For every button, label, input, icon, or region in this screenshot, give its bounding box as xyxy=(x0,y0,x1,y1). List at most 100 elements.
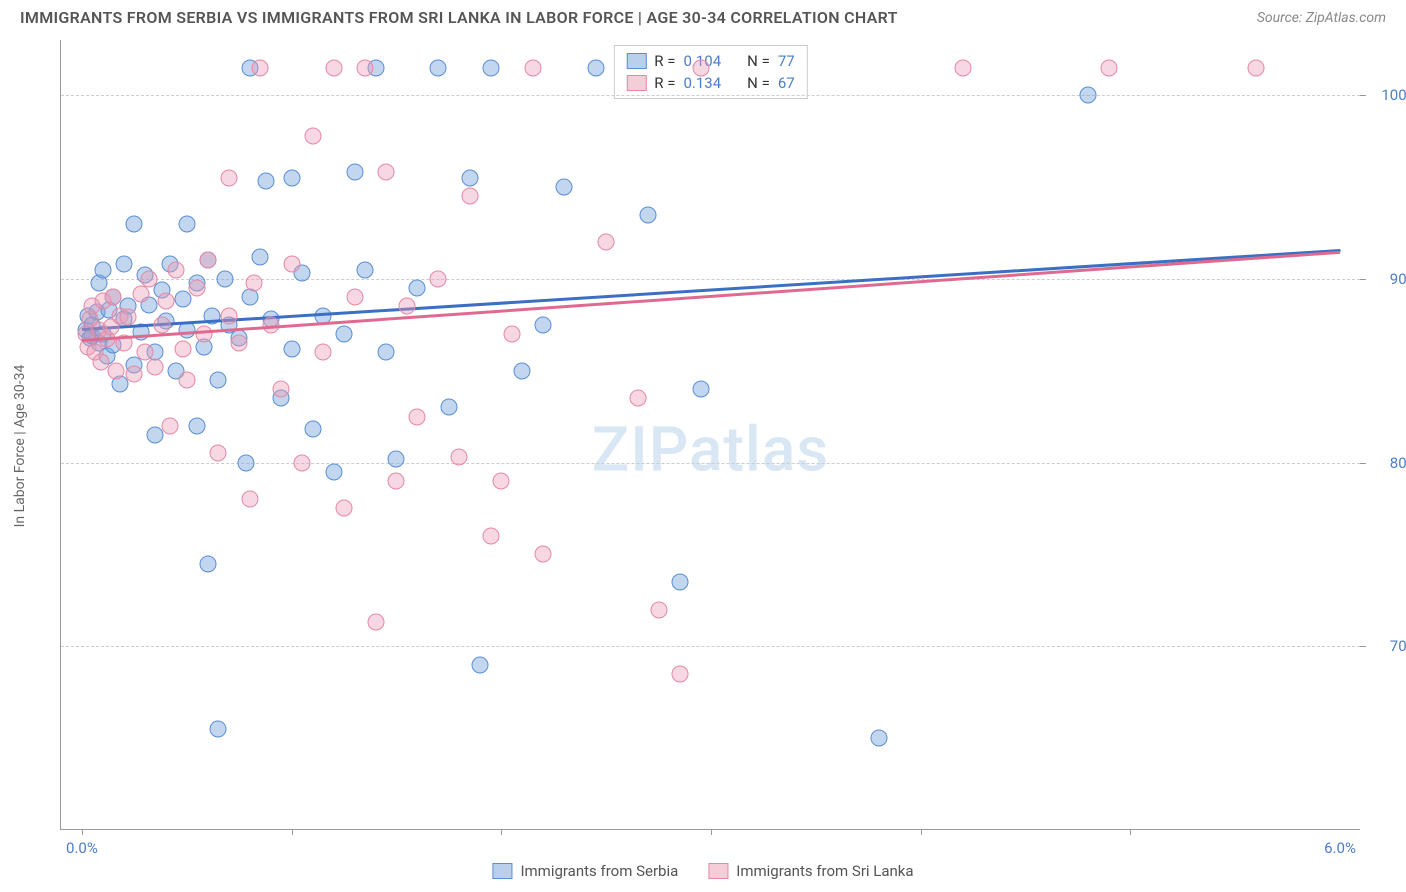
data-point xyxy=(388,472,405,489)
data-point xyxy=(629,390,646,407)
legend-item-serbia: Immigrants from Serbia xyxy=(492,862,678,880)
data-point xyxy=(105,289,122,306)
source-label: Source: ZipAtlas.com xyxy=(1257,10,1386,26)
data-point xyxy=(367,614,384,631)
data-point xyxy=(870,730,887,747)
data-point xyxy=(357,261,374,278)
data-point xyxy=(189,280,206,297)
chart-title: IMMIGRANTS FROM SERBIA VS IMMIGRANTS FRO… xyxy=(20,8,898,27)
data-point xyxy=(115,256,132,273)
legend-row-srilanka: R = 0.134 N = 67 xyxy=(622,72,798,94)
data-point xyxy=(210,720,227,737)
data-point xyxy=(132,285,149,302)
watermark: ZIPatlas xyxy=(592,414,829,487)
data-point xyxy=(954,59,971,76)
y-tick-label: 80.0% xyxy=(1370,454,1406,472)
y-tick-label: 70.0% xyxy=(1370,637,1406,655)
data-point xyxy=(440,399,457,416)
data-point xyxy=(336,500,353,517)
data-point xyxy=(157,292,174,309)
data-point xyxy=(336,325,353,342)
data-point xyxy=(283,256,300,273)
data-point xyxy=(241,289,258,306)
data-point xyxy=(346,164,363,181)
data-point xyxy=(216,270,233,287)
data-point xyxy=(252,248,269,265)
swatch-serbia xyxy=(492,863,512,879)
r-label: R = xyxy=(654,52,675,70)
data-point xyxy=(199,555,216,572)
data-point xyxy=(451,449,468,466)
correlation-legend: R = 0.104 N = 77 R = 0.134 N = 67 xyxy=(613,45,807,99)
n-label: N = xyxy=(747,74,770,92)
data-point xyxy=(241,491,258,508)
data-point xyxy=(357,59,374,76)
data-point xyxy=(472,656,489,673)
data-point xyxy=(237,454,254,471)
swatch-srilanka xyxy=(708,863,728,879)
data-point xyxy=(325,59,342,76)
data-point xyxy=(461,169,478,186)
header: IMMIGRANTS FROM SERBIA VS IMMIGRANTS FRO… xyxy=(0,0,1406,31)
data-point xyxy=(409,280,426,297)
data-point xyxy=(378,344,395,361)
data-point xyxy=(503,325,520,342)
y-axis-label: In Labor Force | Age 30-34 xyxy=(12,365,28,528)
data-point xyxy=(168,261,185,278)
x-tick-label: 0.0% xyxy=(66,839,98,857)
data-point xyxy=(136,344,153,361)
gridline-h xyxy=(61,646,1360,647)
data-point xyxy=(162,417,179,434)
data-point xyxy=(524,59,541,76)
data-point xyxy=(304,421,321,438)
data-point xyxy=(199,252,216,269)
data-point xyxy=(493,472,510,489)
data-point xyxy=(189,417,206,434)
data-point xyxy=(126,215,143,232)
gridline-h xyxy=(61,95,1360,96)
data-point xyxy=(304,127,321,144)
data-point xyxy=(220,307,237,324)
legend-item-srilanka: Immigrants from Sri Lanka xyxy=(708,862,913,880)
data-point xyxy=(141,270,158,287)
data-point xyxy=(378,164,395,181)
series-label-srilanka: Immigrants from Sri Lanka xyxy=(736,862,913,880)
y-tick-label: 100.0% xyxy=(1370,86,1406,104)
data-point xyxy=(398,298,415,315)
y-tick-label: 90.0% xyxy=(1370,270,1406,288)
data-point xyxy=(174,340,191,357)
data-point xyxy=(273,381,290,398)
data-point xyxy=(587,59,604,76)
data-point xyxy=(1248,59,1265,76)
data-point xyxy=(346,289,363,306)
data-point xyxy=(210,371,227,388)
data-point xyxy=(120,309,137,326)
data-point xyxy=(126,366,143,383)
n-label: N = xyxy=(747,52,770,70)
data-point xyxy=(692,59,709,76)
data-point xyxy=(294,454,311,471)
r-label: R = xyxy=(654,74,675,92)
data-point xyxy=(94,261,111,278)
data-point xyxy=(461,188,478,205)
legend-row-serbia: R = 0.104 N = 77 xyxy=(622,50,798,72)
data-point xyxy=(315,344,332,361)
data-point xyxy=(1080,87,1097,104)
data-point xyxy=(258,173,275,190)
data-point xyxy=(650,601,667,618)
n-value-serbia: 77 xyxy=(778,52,795,70)
data-point xyxy=(107,362,124,379)
data-point xyxy=(535,546,552,563)
data-point xyxy=(430,270,447,287)
swatch-srilanka xyxy=(626,75,646,91)
data-point xyxy=(252,59,269,76)
data-point xyxy=(482,59,499,76)
x-tick-label: 6.0% xyxy=(1324,839,1356,857)
data-point xyxy=(178,371,195,388)
data-point xyxy=(325,463,342,480)
data-point xyxy=(388,450,405,467)
data-point xyxy=(147,359,164,376)
swatch-serbia xyxy=(626,53,646,69)
n-value-srilanka: 67 xyxy=(778,74,795,92)
data-point xyxy=(409,408,426,425)
